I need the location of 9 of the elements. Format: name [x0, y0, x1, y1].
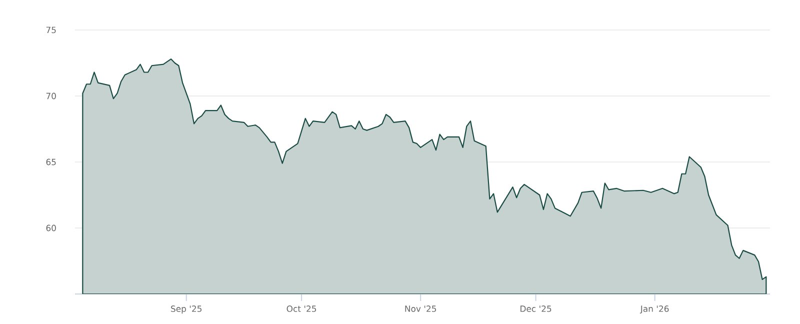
y-tick-label: 60 — [46, 224, 56, 232]
y-tick-label: 75 — [46, 26, 56, 34]
x-tick-label: Sep '25 — [171, 306, 202, 314]
x-tick-label: Nov '25 — [405, 306, 436, 312]
x-tick-label: Oct '25 — [286, 306, 316, 312]
y-tick-label: 65 — [46, 158, 56, 166]
x-tick-label: Dec '25 — [520, 306, 552, 312]
y-tick-label: 70 — [46, 92, 56, 100]
x-tick-label: Jan '26 — [640, 306, 669, 314]
